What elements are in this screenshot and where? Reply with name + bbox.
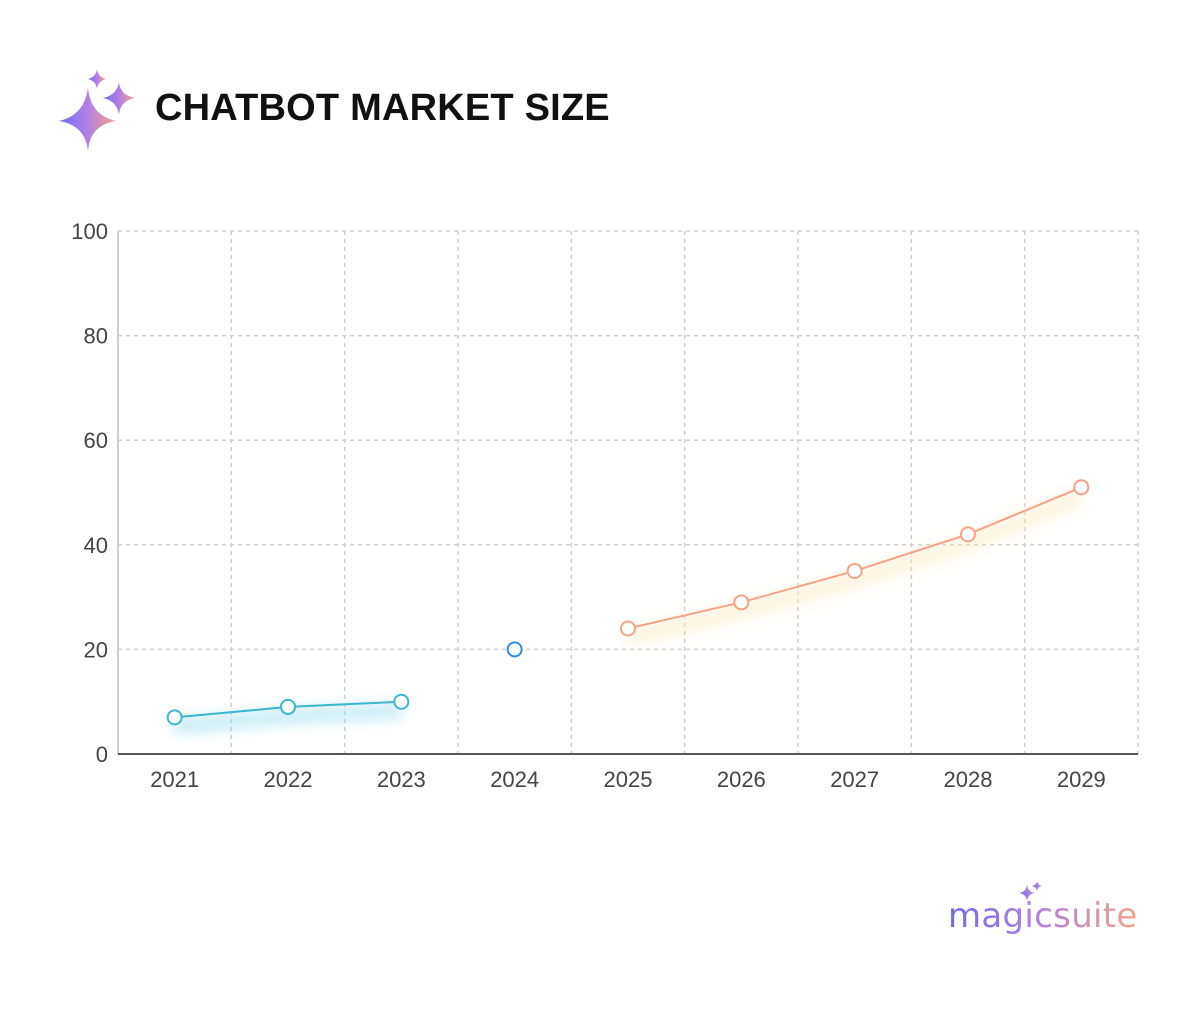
y-tick-label: 20: [84, 637, 108, 662]
y-tick-label: 80: [84, 324, 108, 349]
sparkles-icon: [1019, 881, 1042, 901]
x-tick-label: 2027: [830, 767, 879, 792]
brand-name: magicsuite: [948, 896, 1138, 936]
data-point: [166, 709, 183, 726]
x-tick-label: 2026: [717, 767, 766, 792]
data-point: [733, 594, 750, 611]
x-tick-label: 2023: [377, 767, 426, 792]
data-point: [280, 698, 296, 715]
x-tick-label: 2022: [264, 767, 313, 792]
chart-grid: [118, 230, 1139, 754]
data-point: [506, 641, 523, 658]
series-glow: [626, 489, 1085, 645]
x-tick-label: 2025: [604, 767, 653, 792]
x-tick-label: 2021: [150, 767, 199, 792]
chart-glow: [174, 489, 1085, 734]
data-point: [846, 562, 863, 579]
series-line: [627, 486, 1082, 630]
y-tick-label: 0: [96, 742, 108, 767]
x-tick-label: 2024: [490, 767, 539, 792]
y-tick-label: 40: [84, 533, 108, 558]
chart-axes: [117, 231, 1138, 755]
chart-tick-labels: 0 20 40 60 80 100 2021 2022 2023 2024 2025 2026 2027…: [71, 219, 1106, 792]
y-tick-label: 60: [84, 428, 108, 453]
data-point: [960, 526, 976, 543]
y-tick-label: 100: [71, 219, 108, 244]
data-point: [620, 620, 636, 637]
chart-series: [166, 479, 1090, 726]
data-point: [393, 693, 410, 710]
data-point: [1073, 479, 1090, 496]
brand-logo: magicsuite: [948, 878, 1148, 948]
sparkles-icon: [59, 69, 135, 151]
series-glow: [174, 703, 402, 734]
x-tick-label: 2029: [1057, 767, 1106, 792]
x-tick-label: 2028: [944, 767, 993, 792]
page-title: CHATBOT MARKET SIZE: [155, 87, 610, 129]
